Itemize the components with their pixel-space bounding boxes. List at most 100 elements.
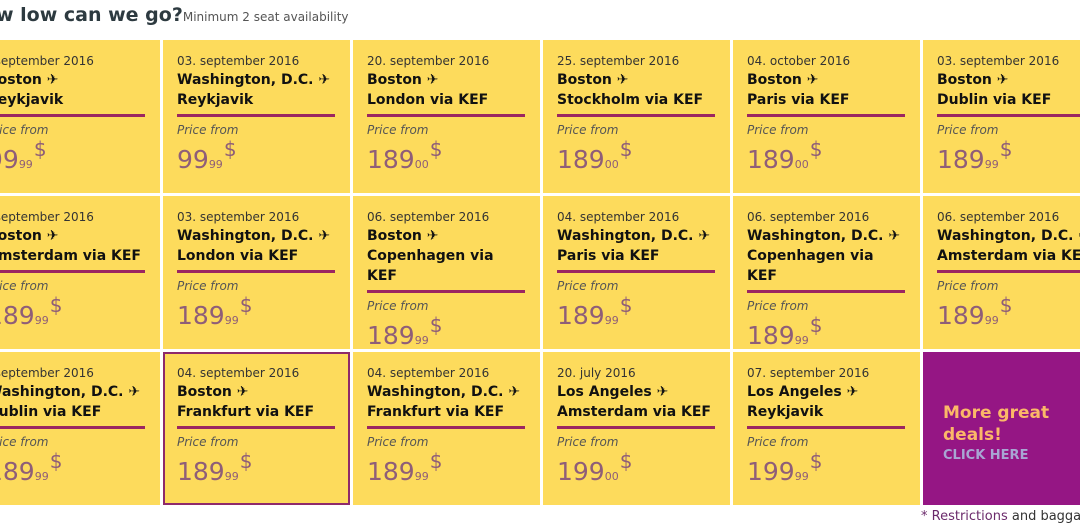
price-from-label: Price from (367, 299, 429, 313)
price-cents: 99 (984, 158, 999, 171)
origin: Los Angeles (747, 384, 842, 400)
destination: Dublin via KEF (0, 404, 102, 420)
deal-card[interactable]: 06. september 2016 Boston ✈ Copenhagen vi… (353, 196, 540, 350)
price-int: 189 (177, 301, 225, 330)
price-int: 189 (747, 321, 795, 350)
deal-card[interactable]: 04. september 2016 Washington, D.C. ✈ Par… (543, 196, 730, 349)
click-here-link[interactable]: CLICK HERE (943, 448, 1029, 463)
deal-date: 04. september 2016 (557, 210, 680, 224)
deal-route: Washington, D.C. ✈ Paris via KEF (557, 226, 715, 273)
deal-date: . september 2016 (0, 366, 94, 380)
currency-symbol: $ (999, 293, 1013, 317)
origin: Washington, D.C. (557, 228, 694, 244)
currency-symbol: $ (809, 137, 823, 161)
more-deals-button[interactable]: More great deals! CLICK HERE (923, 352, 1080, 505)
plane-icon: ✈ (806, 72, 819, 88)
deal-card[interactable]: . september 2016 Washington, D.C. ✈ Dubli… (0, 352, 160, 505)
deal-route: Washington, D.C. ✈ Amsterdam via KEF (937, 226, 1080, 273)
price-int: 189 (0, 301, 35, 330)
price-cents: 99 (414, 334, 429, 347)
plane-icon: ✈ (656, 384, 669, 400)
deal-card[interactable]: 03. september 2016 Boston ✈ Dublin via KE… (923, 40, 1080, 193)
currency-symbol: $ (429, 137, 443, 161)
deal-route: Boston ✈ Copenhagen via KEF (367, 226, 525, 293)
currency-symbol: $ (999, 137, 1013, 161)
price-cents: 99 (34, 314, 49, 327)
deal-card[interactable]: 07. september 2016 Los Angeles ✈ Reykjavi… (733, 352, 920, 505)
price: 18900$ (747, 137, 906, 174)
price: 18900$ (557, 137, 716, 174)
price-cents: 99 (794, 470, 809, 483)
deal-card[interactable]: 04. october 2016 Boston ✈ Paris via KEF P… (733, 40, 920, 193)
price-int: 189 (557, 145, 605, 174)
price-int: 189 (937, 145, 985, 174)
deal-route: Los Angeles ✈ Amsterdam via KEF (557, 382, 715, 429)
price-cents: 99 (414, 470, 429, 483)
destination: Reykjavik (0, 92, 64, 108)
origin: Washington, D.C. (937, 228, 1074, 244)
price-from-label: Price from (177, 279, 239, 293)
price-from-label: Price from (557, 435, 619, 449)
deal-date: 03. september 2016 (937, 54, 1060, 68)
price-int: 189 (367, 457, 415, 486)
price: 18999$ (0, 293, 146, 330)
footer-text: and baggage (1011, 509, 1080, 524)
plane-icon: ✈ (426, 72, 439, 88)
destination: Reykjavik (747, 404, 824, 420)
deal-route: Washington, D.C. ✈ London via KEF (177, 226, 335, 273)
deal-card[interactable]: 06. september 2016 Washington, D.C. ✈ Cop… (733, 196, 920, 350)
price-int: 99 (177, 145, 209, 174)
price: 19900$ (557, 449, 716, 486)
deal-card[interactable]: 25. september 2016 Boston ✈ Stockholm via… (543, 40, 730, 193)
currency-symbol: $ (49, 449, 63, 473)
currency-symbol: $ (619, 449, 633, 473)
header: w low can we go?Minimum 2 seat availabil… (0, 4, 349, 26)
destination: Stockholm via KEF (557, 92, 704, 108)
deal-card[interactable]: . september 2016 Boston ✈ Reykjavik Price… (0, 40, 160, 193)
price-cents: 99 (224, 470, 239, 483)
origin: Washington, D.C. (747, 228, 884, 244)
page-title: w low can we go? (0, 4, 183, 26)
deal-route: Washington, D.C. ✈ Dublin via KEF (0, 382, 145, 429)
deal-card[interactable]: 03. september 2016 Washington, D.C. ✈ Rey… (163, 40, 350, 193)
deal-date: 06. september 2016 (937, 210, 1060, 224)
plane-icon: ✈ (846, 384, 859, 400)
price-int: 199 (747, 457, 795, 486)
currency-symbol: $ (619, 137, 633, 161)
deal-card[interactable]: 04. september 2016 Washington, D.C. ✈ Fra… (353, 352, 540, 505)
deal-card[interactable]: 04. september 2016 Boston ✈ Frankfurt via… (163, 352, 350, 505)
deal-card[interactable]: . september 2016 Boston ✈ Amsterdam via K… (0, 196, 160, 349)
price-from-label: Price from (557, 123, 619, 137)
currency-symbol: $ (49, 293, 63, 317)
price-from-label: Price from (177, 123, 239, 137)
destination: Paris via KEF (557, 248, 660, 264)
price-cents: 00 (414, 158, 429, 171)
destination: London via KEF (367, 92, 489, 108)
deal-route: Boston ✈ Dublin via KEF (937, 70, 1080, 117)
plane-icon: ✈ (616, 72, 629, 88)
price-int: 189 (937, 301, 985, 330)
price-from-label: Price from (177, 435, 239, 449)
price: 18999$ (557, 293, 716, 330)
deal-card[interactable]: 20. september 2016 Boston ✈ London via KE… (353, 40, 540, 193)
deal-card[interactable]: 03. september 2016 Washington, D.C. ✈ Lon… (163, 196, 350, 349)
price-cents: 00 (794, 158, 809, 171)
price-int: 189 (177, 457, 225, 486)
restrictions-link[interactable]: * Restrictions (921, 509, 1008, 524)
price-cents: 99 (604, 314, 619, 327)
destination: Frankfurt via KEF (177, 404, 315, 420)
deal-card[interactable]: 06. september 2016 Washington, D.C. ✈ Ams… (923, 196, 1080, 349)
currency-symbol: $ (33, 137, 47, 161)
currency-symbol: $ (223, 137, 237, 161)
deal-card[interactable]: 20. july 2016 Los Angeles ✈ Amsterdam via… (543, 352, 730, 505)
deal-date: 04. september 2016 (177, 366, 300, 380)
price-cents: 99 (224, 314, 239, 327)
price-int: 189 (557, 301, 605, 330)
plane-icon: ✈ (46, 72, 59, 88)
plane-icon: ✈ (318, 228, 331, 244)
deal-date: . september 2016 (0, 54, 94, 68)
deal-date: 20. september 2016 (367, 54, 490, 68)
destination: Paris via KEF (747, 92, 850, 108)
more-deals-title: More great deals! (943, 403, 1050, 445)
deal-route: Boston ✈ Paris via KEF (747, 70, 905, 117)
